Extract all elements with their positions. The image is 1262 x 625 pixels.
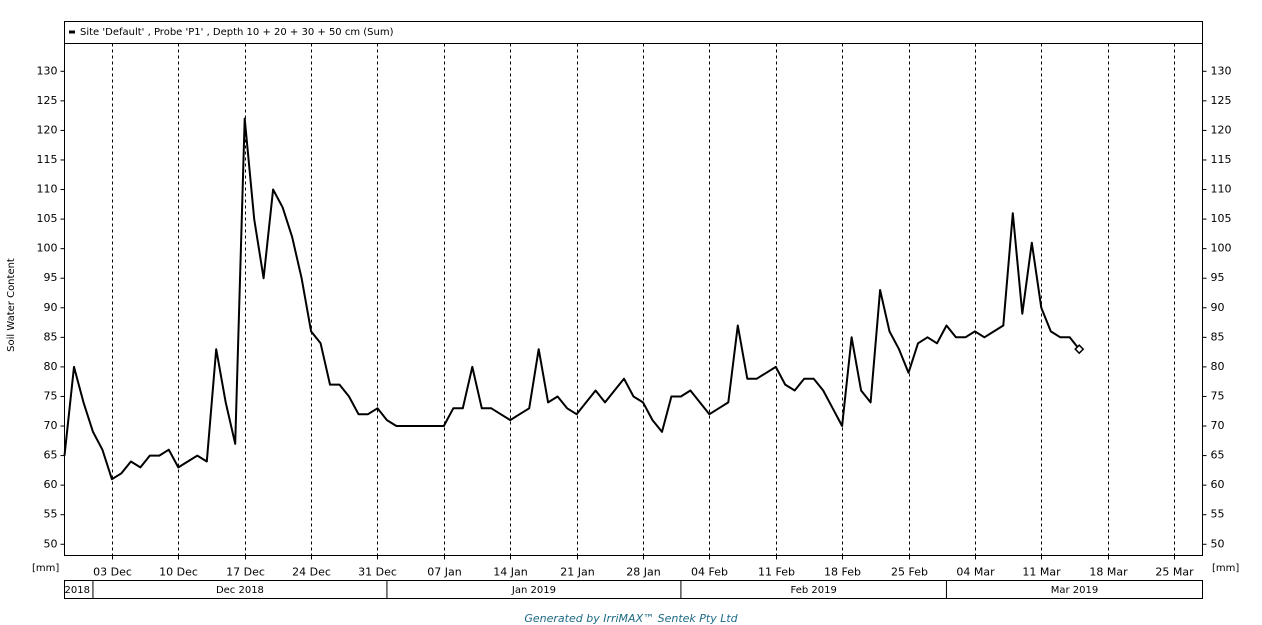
x-tick-label: 25 Mar [1155,566,1194,579]
x-tick-label: 11 Mar [1022,566,1061,579]
x-tick-label: 18 Mar [1089,566,1128,579]
y2-tick-label: 130 [1211,64,1232,77]
x-tick-label: 25 Feb [891,566,928,579]
y2-tick-label: 70 [1211,419,1225,432]
y-tick-label: 130 [37,64,58,77]
y-tick-label: 95 [44,271,58,284]
y-tick-label: 90 [44,301,58,314]
x-tick-label: 10 Dec [159,566,198,579]
month-label: Jan 2019 [511,585,556,596]
y-tick-label: 75 [44,389,58,402]
y-tick-label: 110 [37,183,58,196]
month-label: Nov 2018 [42,585,90,596]
end-marker [1074,344,1085,355]
y-tick-label: 70 [44,419,58,432]
y-tick-label: 120 [37,123,58,136]
y2-tick-label: 90 [1211,301,1225,314]
y2-tick-label: 100 [1211,242,1232,255]
month-label: Dec 2018 [216,585,264,596]
y-tick-label: 85 [44,330,58,343]
unit-right: [mm] [1212,563,1239,574]
y-tick-label: 115 [37,153,58,166]
y2-tick-label: 95 [1211,271,1225,284]
month-bands: Nov 2018 Dec 2018 Jan 2019 Feb 2019 Mar 2019 [42,580,1099,598]
month-row [64,580,1203,599]
y-tick-label: 65 [44,449,58,462]
y2-tick-label: 55 [1211,508,1225,521]
y-axis-label: Soil Water Content [6,258,17,352]
y-tick-label: 80 [44,360,58,373]
y-tick-label: 55 [44,508,58,521]
x-tick-label: 24 Dec [292,566,331,579]
x-tick-label: 18 Feb [824,566,861,579]
plot-frame [64,43,1203,556]
x-tick-label: 04 Feb [691,566,728,579]
y2-tick-label: 105 [1211,212,1232,225]
y2-tick-label: 80 [1211,360,1225,373]
y-tick-label: 100 [37,242,58,255]
y2-tick-label: 65 [1211,449,1225,462]
y-tick-label: 60 [44,478,58,491]
x-tick-label: 07 Jan [427,566,461,579]
x-tick-label: 21 Jan [560,566,594,579]
x-tick-label: 17 Dec [226,566,265,579]
footer: Generated by IrriMAX™ Sentek Pty Ltd [524,612,738,625]
data-line [63,117,1080,481]
y2-tick-label: 85 [1211,330,1225,343]
y-tick-label: 125 [37,94,58,107]
x-tick-label: 03 Dec [93,566,132,579]
y2-tick-label: 75 [1211,389,1225,402]
y2-tick-label: 125 [1211,94,1232,107]
y2-tick-label: 60 [1211,478,1225,491]
x-tick-label: 11 Feb [758,566,795,579]
legend-label: Site 'Default' , Probe 'P1' , Depth 10 +… [80,27,394,38]
y2-tick-label: 110 [1211,183,1232,196]
x-tick-label: 14 Jan [493,566,527,579]
unit-left: [mm] [32,563,59,574]
x-tick-label: 28 Jan [626,566,660,579]
y2-tick-label: 115 [1211,153,1232,166]
y-tick-label: 105 [37,212,58,225]
month-label: Mar 2019 [1051,585,1099,596]
x-tick-label: 04 Mar [956,566,995,579]
x-tick-label: 31 Dec [358,566,397,579]
y-tick-label: 50 [44,537,58,550]
y2-tick-label: 50 [1211,537,1225,550]
month-label: Feb 2019 [791,585,837,596]
y2-tick-label: 120 [1211,123,1232,136]
